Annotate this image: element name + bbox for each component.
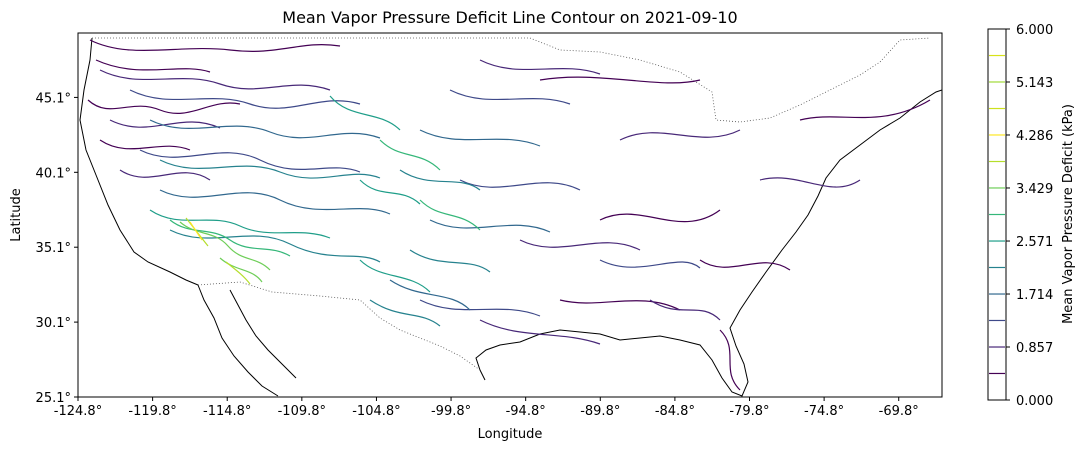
colorbar-tick-label: 0.857 [1016, 341, 1053, 356]
colorbar-tick-label: 6.000 [1016, 23, 1053, 38]
colorbar-label: Mean Vapor Pressure Deficit (kPa) [1061, 104, 1076, 324]
y-axis-label: Latitude [9, 188, 24, 242]
x-tick-label: -114.8° [203, 404, 251, 419]
x-tick-label: -104.8° [352, 404, 400, 419]
chart-title: Mean Vapor Pressure Deficit Line Contour… [282, 8, 737, 27]
contour-level-1.714 [149, 119, 551, 311]
contour-level-3.429 [179, 221, 271, 283]
contour-level-1.286 [129, 89, 701, 317]
colorbar-tick-label: 0.000 [1016, 394, 1053, 409]
contour-level-0.857 [99, 59, 861, 345]
y-tick-label: 45.1° [36, 91, 71, 106]
y-tick-label: 30.1° [36, 316, 71, 331]
x-tick-label: -89.8° [580, 404, 620, 419]
colorbar-level-lines [989, 54, 1005, 375]
contour-level-0.429 [87, 39, 931, 391]
colorbar: 0.000 0.857 1.714 2.571 3.429 4.286 5.143 6.000… [987, 23, 1076, 409]
x-axis: -124.8° -119.8° -114.8° -109.8° -104.8° -99.8… [54, 397, 919, 419]
us-coastline [79, 37, 942, 397]
x-tick-label: -74.8° [804, 404, 844, 419]
y-tick-label: 40.1° [36, 166, 71, 181]
colorbar-tick-label: 3.429 [1016, 182, 1053, 197]
contour-level-2.143 [159, 159, 491, 327]
contour-level-5.143 [189, 221, 203, 241]
contour-lines [87, 39, 931, 391]
contour-level-2.571 [149, 95, 431, 293]
colorbar-tick-label: 1.714 [1016, 288, 1053, 303]
y-axis: 25.1° 30.1° 35.1° 40.1° 45.1° [36, 91, 78, 406]
x-tick-label: -119.8° [128, 404, 176, 419]
map-background [78, 33, 942, 397]
colorbar-tick-label: 2.571 [1016, 235, 1053, 250]
contour-level-3.0 [169, 139, 481, 257]
map-content [79, 37, 942, 397]
x-axis-label: Longitude [478, 427, 543, 442]
map-frame [77, 32, 943, 398]
x-tick-label: -79.8° [729, 404, 769, 419]
colorbar-ticks: 0.000 0.857 1.714 2.571 3.429 4.286 5.143 6.000 [1006, 23, 1053, 409]
x-tick-label: -94.8° [506, 404, 546, 419]
x-tick-label: -124.8° [54, 404, 102, 419]
colorbar-tick-label: 5.143 [1016, 76, 1053, 91]
colorbar-tick-label: 4.286 [1016, 129, 1053, 144]
x-tick-label: -84.8° [655, 404, 695, 419]
x-tick-label: -99.8° [431, 404, 471, 419]
mexico-border [197, 281, 481, 371]
x-tick-label: -69.8° [879, 404, 919, 419]
y-tick-label: 35.1° [36, 241, 71, 256]
y-tick-label: 25.1° [36, 391, 71, 406]
map-plot-area [77, 32, 943, 398]
x-tick-label: -109.8° [278, 404, 326, 419]
